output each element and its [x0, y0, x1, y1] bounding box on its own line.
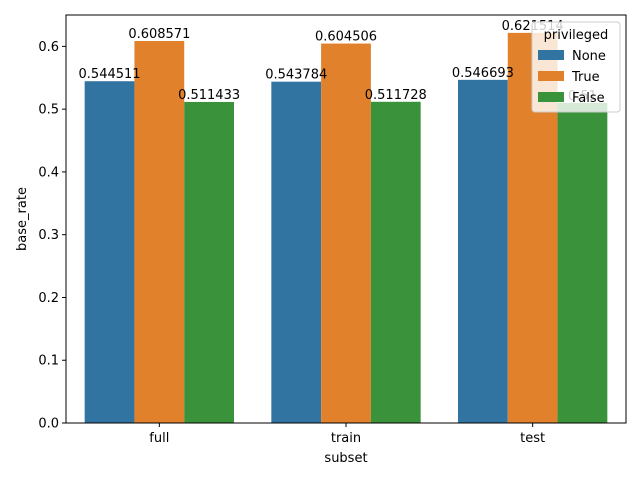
- bar-full-true: [134, 41, 185, 423]
- bar-test-none: [458, 79, 508, 424]
- x-axis: full train test: [149, 423, 545, 446]
- data-label-train-none: 0.543784: [265, 68, 327, 83]
- legend-title: privileged: [544, 28, 609, 43]
- y-tick-label: 0.4: [38, 165, 59, 180]
- bar-test-false: [557, 102, 608, 423]
- data-label-full-false: 0.511433: [178, 88, 240, 103]
- data-label-test-none: 0.546693: [452, 66, 514, 81]
- legend-label-none: None: [572, 49, 606, 64]
- legend-swatch-true: [538, 71, 564, 81]
- legend-label-false: False: [572, 91, 605, 106]
- y-axis: 0.0 0.1 0.2 0.3 0.4 0.5 0.6: [38, 40, 66, 432]
- y-axis-label: base_rate: [15, 187, 30, 251]
- x-tick-label-train: train: [331, 431, 361, 446]
- y-tick-label: 0.5: [38, 103, 59, 118]
- legend-label-true: True: [571, 70, 600, 85]
- data-label-train-false: 0.511728: [365, 88, 427, 103]
- legend: privileged None True False: [531, 21, 621, 113]
- data-label-train-true: 0.604506: [315, 30, 377, 45]
- legend-swatch-none: [538, 50, 564, 60]
- data-label-full-none: 0.544511: [79, 67, 141, 82]
- x-tick-label-test: test: [520, 431, 545, 446]
- bars-group: [84, 32, 608, 424]
- y-tick-label: 0.0: [38, 417, 59, 432]
- bar-train-true: [321, 43, 371, 423]
- bar-full-none: [84, 81, 135, 423]
- y-tick-label: 0.1: [38, 354, 59, 369]
- y-tick-label: 0.2: [38, 291, 59, 306]
- legend-box: [531, 21, 621, 113]
- x-tick-label-full: full: [149, 431, 169, 446]
- legend-items: None True False: [538, 49, 606, 106]
- data-label-full-true: 0.608571: [128, 27, 190, 42]
- bar-train-false: [370, 101, 421, 424]
- bar-train-none: [271, 81, 322, 424]
- y-tick-label: 0.6: [38, 40, 59, 55]
- legend-swatch-false: [538, 92, 564, 102]
- y-tick-label: 0.3: [38, 228, 59, 243]
- bar-full-false: [184, 101, 234, 423]
- x-axis-label: subset: [324, 451, 367, 466]
